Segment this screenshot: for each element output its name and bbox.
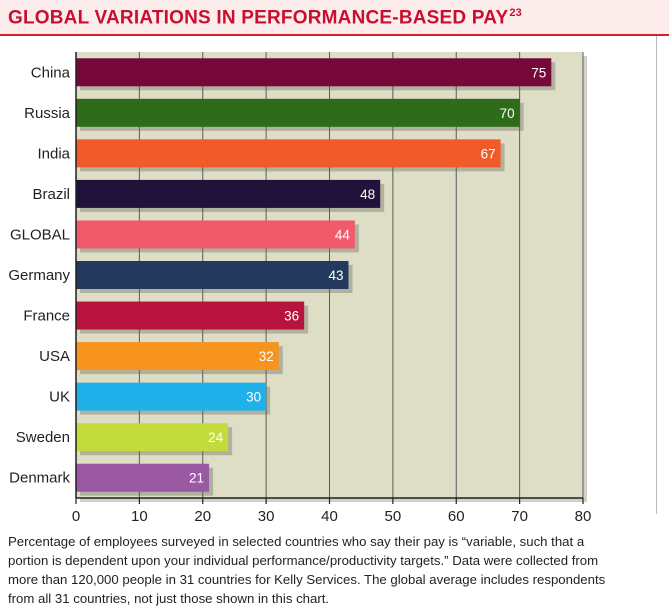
category-label: USA: [39, 348, 70, 365]
bar-value-label: 67: [481, 146, 496, 161]
x-tick-label: 70: [511, 508, 528, 525]
side-rule: [656, 36, 657, 514]
bar-value-label: 75: [531, 65, 546, 80]
x-tick-label: 60: [448, 508, 465, 525]
bar-value-label: 43: [328, 268, 343, 283]
bar-value-label: 36: [284, 309, 299, 324]
bar-value-label: 48: [360, 187, 375, 202]
category-label: Sweden: [16, 429, 70, 446]
bar: [76, 463, 210, 492]
category-label: Brazil: [32, 186, 70, 203]
bar-value-label: 24: [208, 430, 224, 445]
bar: [76, 342, 279, 371]
category-label: China: [31, 64, 71, 81]
x-tick-label: 30: [258, 508, 275, 525]
x-tick-label: 50: [385, 508, 402, 525]
bar: [76, 139, 501, 168]
bar: [76, 261, 349, 289]
bar: [76, 220, 355, 249]
category-label: GLOBAL: [10, 226, 70, 243]
x-tick-label: 20: [194, 508, 211, 525]
bar: [76, 382, 267, 411]
x-tick-label: 10: [131, 508, 148, 525]
bar: [76, 423, 229, 452]
bar-value-label: 44: [335, 227, 351, 242]
x-tick-label: 0: [72, 508, 80, 525]
category-label: UK: [49, 389, 70, 406]
category-label: India: [37, 145, 70, 162]
category-label: Denmark: [9, 470, 70, 487]
chart-title-text: GLOBAL VARIATIONS IN PERFORMANCE-BASED P…: [8, 7, 509, 29]
bar-value-label: 70: [500, 106, 515, 121]
chart-title: GLOBAL VARIATIONS IN PERFORMANCE-BASED P…: [8, 7, 522, 29]
bar: [76, 58, 552, 87]
chart-caption: Percentage of employees surveyed in sele…: [8, 534, 606, 606]
bar: [76, 98, 520, 127]
category-label: Russia: [24, 105, 71, 122]
category-label: Germany: [8, 267, 70, 284]
x-tick-label: 40: [321, 508, 338, 525]
bar-value-label: 32: [259, 349, 274, 364]
category-label: France: [23, 308, 70, 325]
bar: [76, 179, 381, 208]
chart-title-bar: GLOBAL VARIATIONS IN PERFORMANCE-BASED P…: [0, 0, 669, 36]
bar: [76, 301, 305, 330]
chart-title-footnote-ref: 23: [509, 7, 522, 19]
x-tick-label: 80: [575, 508, 592, 525]
bar-chart: 75 China 70 Russia 67 India 48 Brazil 44 GLOBAL 43…: [8, 52, 592, 525]
bar-value-label: 21: [189, 471, 204, 486]
bar-value-label: 30: [246, 390, 261, 405]
